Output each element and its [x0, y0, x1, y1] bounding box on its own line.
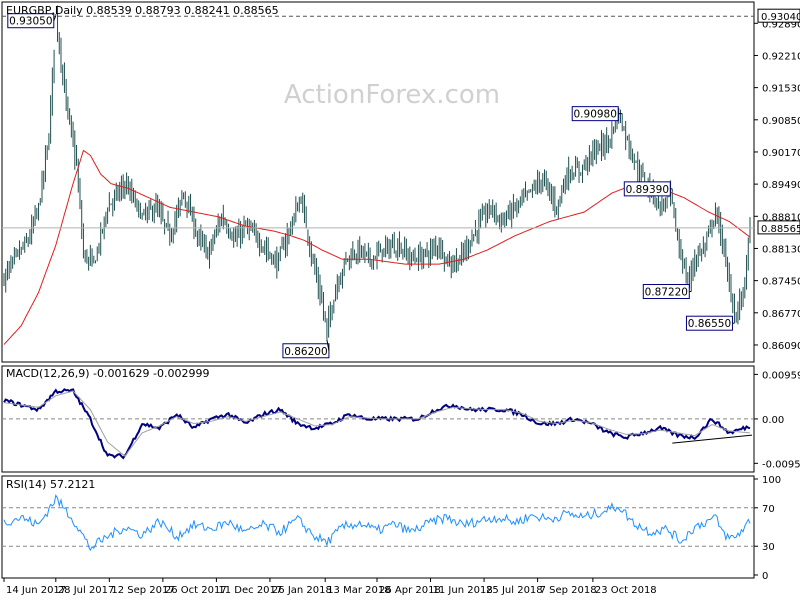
date-axis-label: 13 Mar 2018 — [327, 585, 390, 596]
price-callout-label: 0.89390 — [626, 184, 669, 196]
rsi-axis-label: 0 — [762, 571, 768, 582]
watermark: ActionForex.com — [284, 80, 500, 110]
rsi-title: RSI(14) 57.2121 — [6, 478, 95, 491]
symbol-header: EURGBP,Daily 0.88539 0.88793 0.88241 0.8… — [6, 4, 279, 17]
macd-axis-label: -0.009562 — [762, 459, 800, 470]
rsi-axis-label: 70 — [762, 504, 775, 515]
rsi-panel — [2, 493, 754, 552]
price-axis-label: 0.92890 — [762, 19, 800, 30]
high-price-label: 0.93040 — [761, 12, 800, 23]
high-price-box — [757, 8, 800, 23]
macd-signal-line — [3, 390, 751, 457]
price-callout-label: 0.86200 — [284, 346, 327, 358]
price-axis-label: 0.91530 — [762, 84, 800, 95]
date-axis-label: 23 Oct 2018 — [595, 585, 657, 596]
price-axis-label: 0.88810 — [762, 212, 800, 223]
macd-axis-label: 0.00 — [762, 415, 784, 426]
macd-panel — [2, 388, 754, 460]
price-callout-connector — [326, 339, 330, 351]
price-axis-label: 0.92210 — [762, 51, 800, 62]
last-price-box — [757, 220, 800, 235]
price-callout-box — [7, 13, 55, 29]
rsi-axis-label: 30 — [762, 542, 775, 553]
date-axis-label: 11 Jun 2018 — [433, 585, 493, 596]
price-axis-label: 0.90170 — [762, 148, 800, 159]
date-axis-label: 25 Jul 2018 — [486, 585, 543, 596]
price-axis-label: 0.87450 — [762, 277, 800, 288]
price-callout-label: 0.86550 — [688, 318, 731, 330]
macd-axis-label: 0.009593 — [762, 370, 800, 381]
date-axis-label: 12 Sep 2017 — [111, 585, 174, 596]
price-axis-label: 0.86770 — [762, 309, 800, 320]
rsi-line — [3, 493, 751, 552]
price-callout-label: 0.90980 — [574, 109, 617, 121]
macd-title: MACD(12,26,9) -0.001629 -0.002999 — [6, 367, 209, 380]
rsi-axis-label: 100 — [762, 475, 781, 486]
date-axis-label: 26 Apr 2018 — [379, 585, 441, 596]
price-callout-connector — [53, 15, 57, 21]
date-axis-label: 26 Oct 2017 — [165, 585, 227, 596]
date-axis-label: 28 Jul 2017 — [58, 585, 115, 596]
price-axis-label: 0.86090 — [762, 341, 800, 352]
date-axis-label: 7 Sep 2018 — [540, 585, 597, 596]
price-axis-label: 0.88130 — [762, 244, 800, 255]
macd-trendline — [672, 434, 753, 444]
date-axis-label: 11 Dec 2017 — [218, 585, 282, 596]
price-panel — [2, 5, 754, 345]
date-axis-label: 14 Jun 2017 — [6, 585, 66, 596]
price-axis-label: 0.89490 — [762, 180, 800, 191]
last-price-label: 0.88565 — [761, 224, 800, 235]
price-callout-label: 0.87220 — [645, 287, 688, 299]
price-axis-label: 0.90850 — [762, 116, 800, 127]
date-axis-label: 26 Jan 2018 — [272, 585, 332, 596]
price-callout-label: 0.93050 — [9, 16, 52, 28]
